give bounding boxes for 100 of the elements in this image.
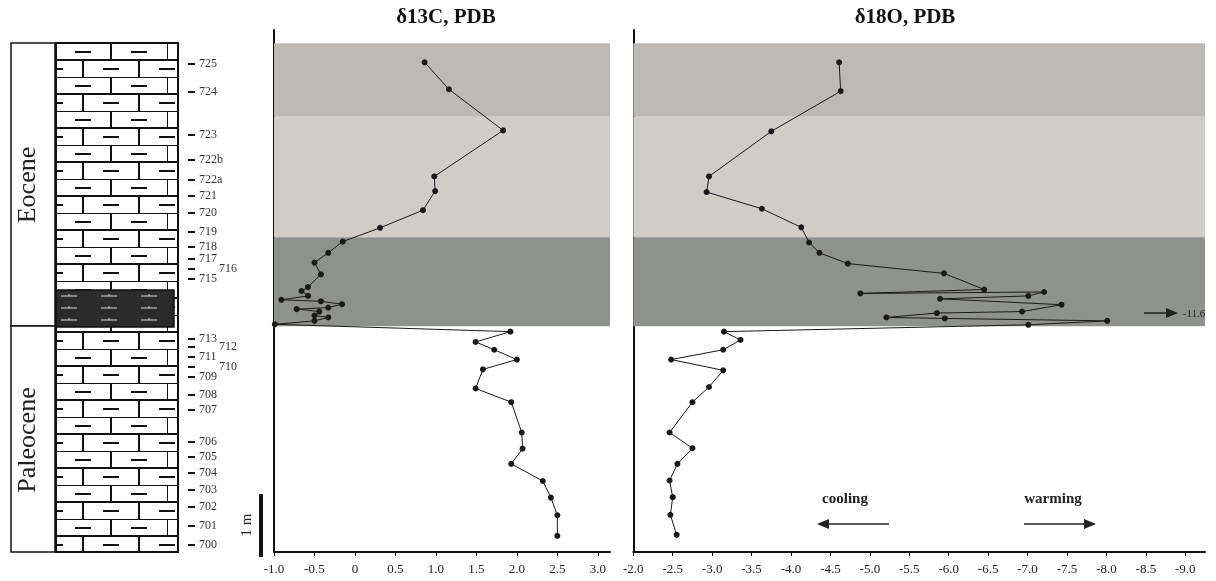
text: 717	[198, 251, 217, 265]
point	[844, 260, 851, 267]
x-tick-label: -2.5	[662, 561, 684, 576]
point	[1019, 308, 1026, 315]
point	[937, 295, 944, 302]
text: 722a	[198, 172, 223, 186]
point	[317, 271, 324, 278]
chart-title: δ13C, PDB	[396, 3, 496, 28]
x-tick-label: -7.0	[1017, 561, 1038, 576]
point	[508, 399, 515, 406]
text: 707	[198, 402, 217, 416]
point	[325, 314, 332, 321]
x-tick-label: -7.5	[1056, 561, 1078, 576]
point	[339, 238, 346, 245]
point	[293, 306, 300, 313]
point	[421, 59, 428, 66]
point	[1041, 288, 1048, 295]
x-tick-label: 3.0	[589, 561, 606, 576]
point	[669, 494, 676, 501]
x-tick-label: 1.5	[468, 561, 485, 576]
x-tick-label: 1.0	[427, 561, 445, 576]
x-tick-label: 2.0	[508, 561, 526, 576]
point	[857, 290, 864, 297]
text: 708	[198, 387, 217, 401]
point	[689, 445, 696, 452]
point	[940, 270, 947, 277]
point	[271, 321, 278, 328]
text: 720	[198, 205, 217, 219]
text: Paleocene	[12, 387, 41, 493]
annotation: cooling	[822, 489, 868, 506]
point	[431, 173, 438, 180]
x-tick-label: -0.5	[304, 561, 325, 576]
text: 701	[198, 518, 217, 532]
point	[836, 59, 843, 66]
point	[325, 304, 332, 311]
text: 723	[198, 127, 217, 141]
point	[816, 249, 823, 256]
point	[720, 328, 727, 335]
text: 724	[198, 84, 217, 98]
point	[305, 284, 311, 291]
point	[1058, 301, 1065, 308]
point	[377, 224, 384, 231]
point	[673, 531, 680, 538]
text: 706	[198, 434, 217, 448]
point	[445, 86, 452, 93]
x-tick-label: -1.0	[263, 561, 285, 576]
text: 725	[198, 56, 217, 70]
point	[317, 298, 324, 305]
x-tick-label: -8.5	[1135, 561, 1157, 576]
text: 712	[219, 339, 237, 353]
point	[1104, 317, 1111, 324]
point	[666, 477, 673, 484]
point	[472, 385, 479, 392]
text: 718	[198, 239, 217, 253]
point	[667, 511, 674, 518]
text: 702	[198, 499, 217, 513]
point	[941, 315, 948, 322]
text: 705	[198, 449, 217, 463]
point	[703, 189, 710, 196]
point	[666, 429, 673, 436]
text: 716	[219, 260, 237, 275]
x-tick-label: -3.5	[741, 561, 762, 576]
x-tick-label: -9.0	[1174, 561, 1196, 576]
point	[491, 346, 498, 353]
annotation: warming	[1024, 489, 1082, 506]
x-tick-label: -3.0	[701, 561, 723, 576]
point	[798, 224, 805, 231]
point	[706, 383, 712, 390]
x-tick-label: -2.0	[622, 561, 644, 576]
point	[674, 460, 681, 467]
point	[981, 286, 988, 293]
point	[432, 188, 439, 195]
x-tick-label: -5.5	[898, 561, 920, 576]
point	[689, 399, 696, 406]
point	[758, 205, 765, 212]
point	[311, 259, 318, 266]
point	[1025, 321, 1032, 328]
point	[339, 301, 346, 308]
point	[419, 207, 426, 214]
point	[547, 494, 554, 501]
point	[539, 478, 546, 484]
text: 704	[198, 465, 217, 479]
text: 700	[198, 537, 217, 551]
x-tick-label: -4.5	[820, 561, 841, 576]
text: 709	[198, 369, 217, 383]
text: Eocene	[12, 146, 41, 224]
point	[472, 338, 479, 345]
point	[806, 239, 813, 246]
text: 713	[198, 331, 217, 345]
point	[768, 128, 775, 135]
point	[737, 336, 744, 343]
point	[507, 328, 514, 335]
point	[883, 314, 890, 321]
x-tick-label: 2.5	[549, 561, 566, 576]
x-tick-label: -6.5	[977, 561, 999, 576]
point	[500, 127, 507, 134]
text: 715	[198, 271, 217, 285]
text: 722b	[198, 152, 223, 166]
point	[305, 292, 311, 299]
point	[554, 532, 561, 539]
